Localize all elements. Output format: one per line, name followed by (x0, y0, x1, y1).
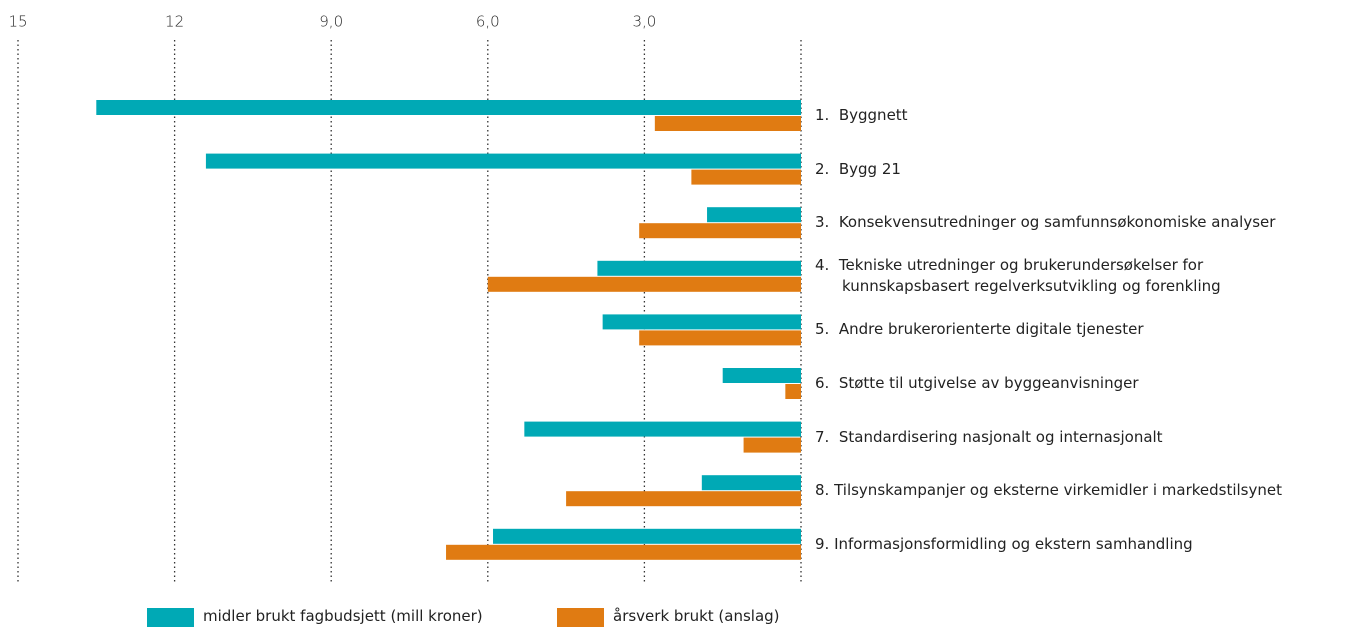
bar (205, 153, 802, 169)
bar (524, 421, 801, 437)
x-tick-label: 3,0 (632, 13, 656, 31)
bar (785, 384, 801, 399)
bar (743, 437, 801, 453)
bar (96, 100, 802, 115)
bar (566, 491, 801, 507)
bar (597, 260, 801, 276)
bar (722, 368, 801, 383)
category-label: 2. Bygg 21 (815, 159, 901, 178)
bar (602, 314, 801, 330)
bar (639, 330, 801, 346)
bar (691, 169, 801, 185)
category-label: 6. Støtte til utgivelse av byggeanvisnin… (815, 374, 1139, 392)
x-tick-label: 15 (8, 13, 27, 31)
x-tick-label: 9,0 (319, 13, 343, 31)
bar (487, 276, 801, 292)
bar (493, 528, 801, 544)
x-tick-label: 12 (165, 13, 184, 31)
category-label: 7. Standardisering nasjonalt og internas… (815, 427, 1163, 446)
bar (701, 475, 801, 491)
legend-swatch (147, 608, 194, 627)
bar (654, 116, 801, 131)
bar (707, 207, 801, 223)
category-label: 3. Konsekvensutredninger og samfunnsøkon… (815, 213, 1276, 232)
bar (639, 223, 801, 239)
bar (446, 544, 801, 560)
legend-swatch (557, 608, 604, 627)
category-label: 8. Tilsynskampanjer og eksterne virkemid… (815, 481, 1282, 500)
category-label: 4. Tekniske utredninger og brukerundersø… (815, 256, 1221, 296)
legend-label: midler brukt fagbudsjett (mill kroner) (203, 607, 483, 625)
category-label: 1. Byggnett (815, 106, 908, 124)
category-label: 5. Andre brukerorienterte digitale tjene… (815, 320, 1144, 339)
legend-label: årsverk brukt (anslag) (613, 607, 780, 625)
x-tick-label: 6,0 (476, 13, 500, 31)
category-label: 9. Informasjonsformidling og ekstern sam… (815, 534, 1193, 553)
